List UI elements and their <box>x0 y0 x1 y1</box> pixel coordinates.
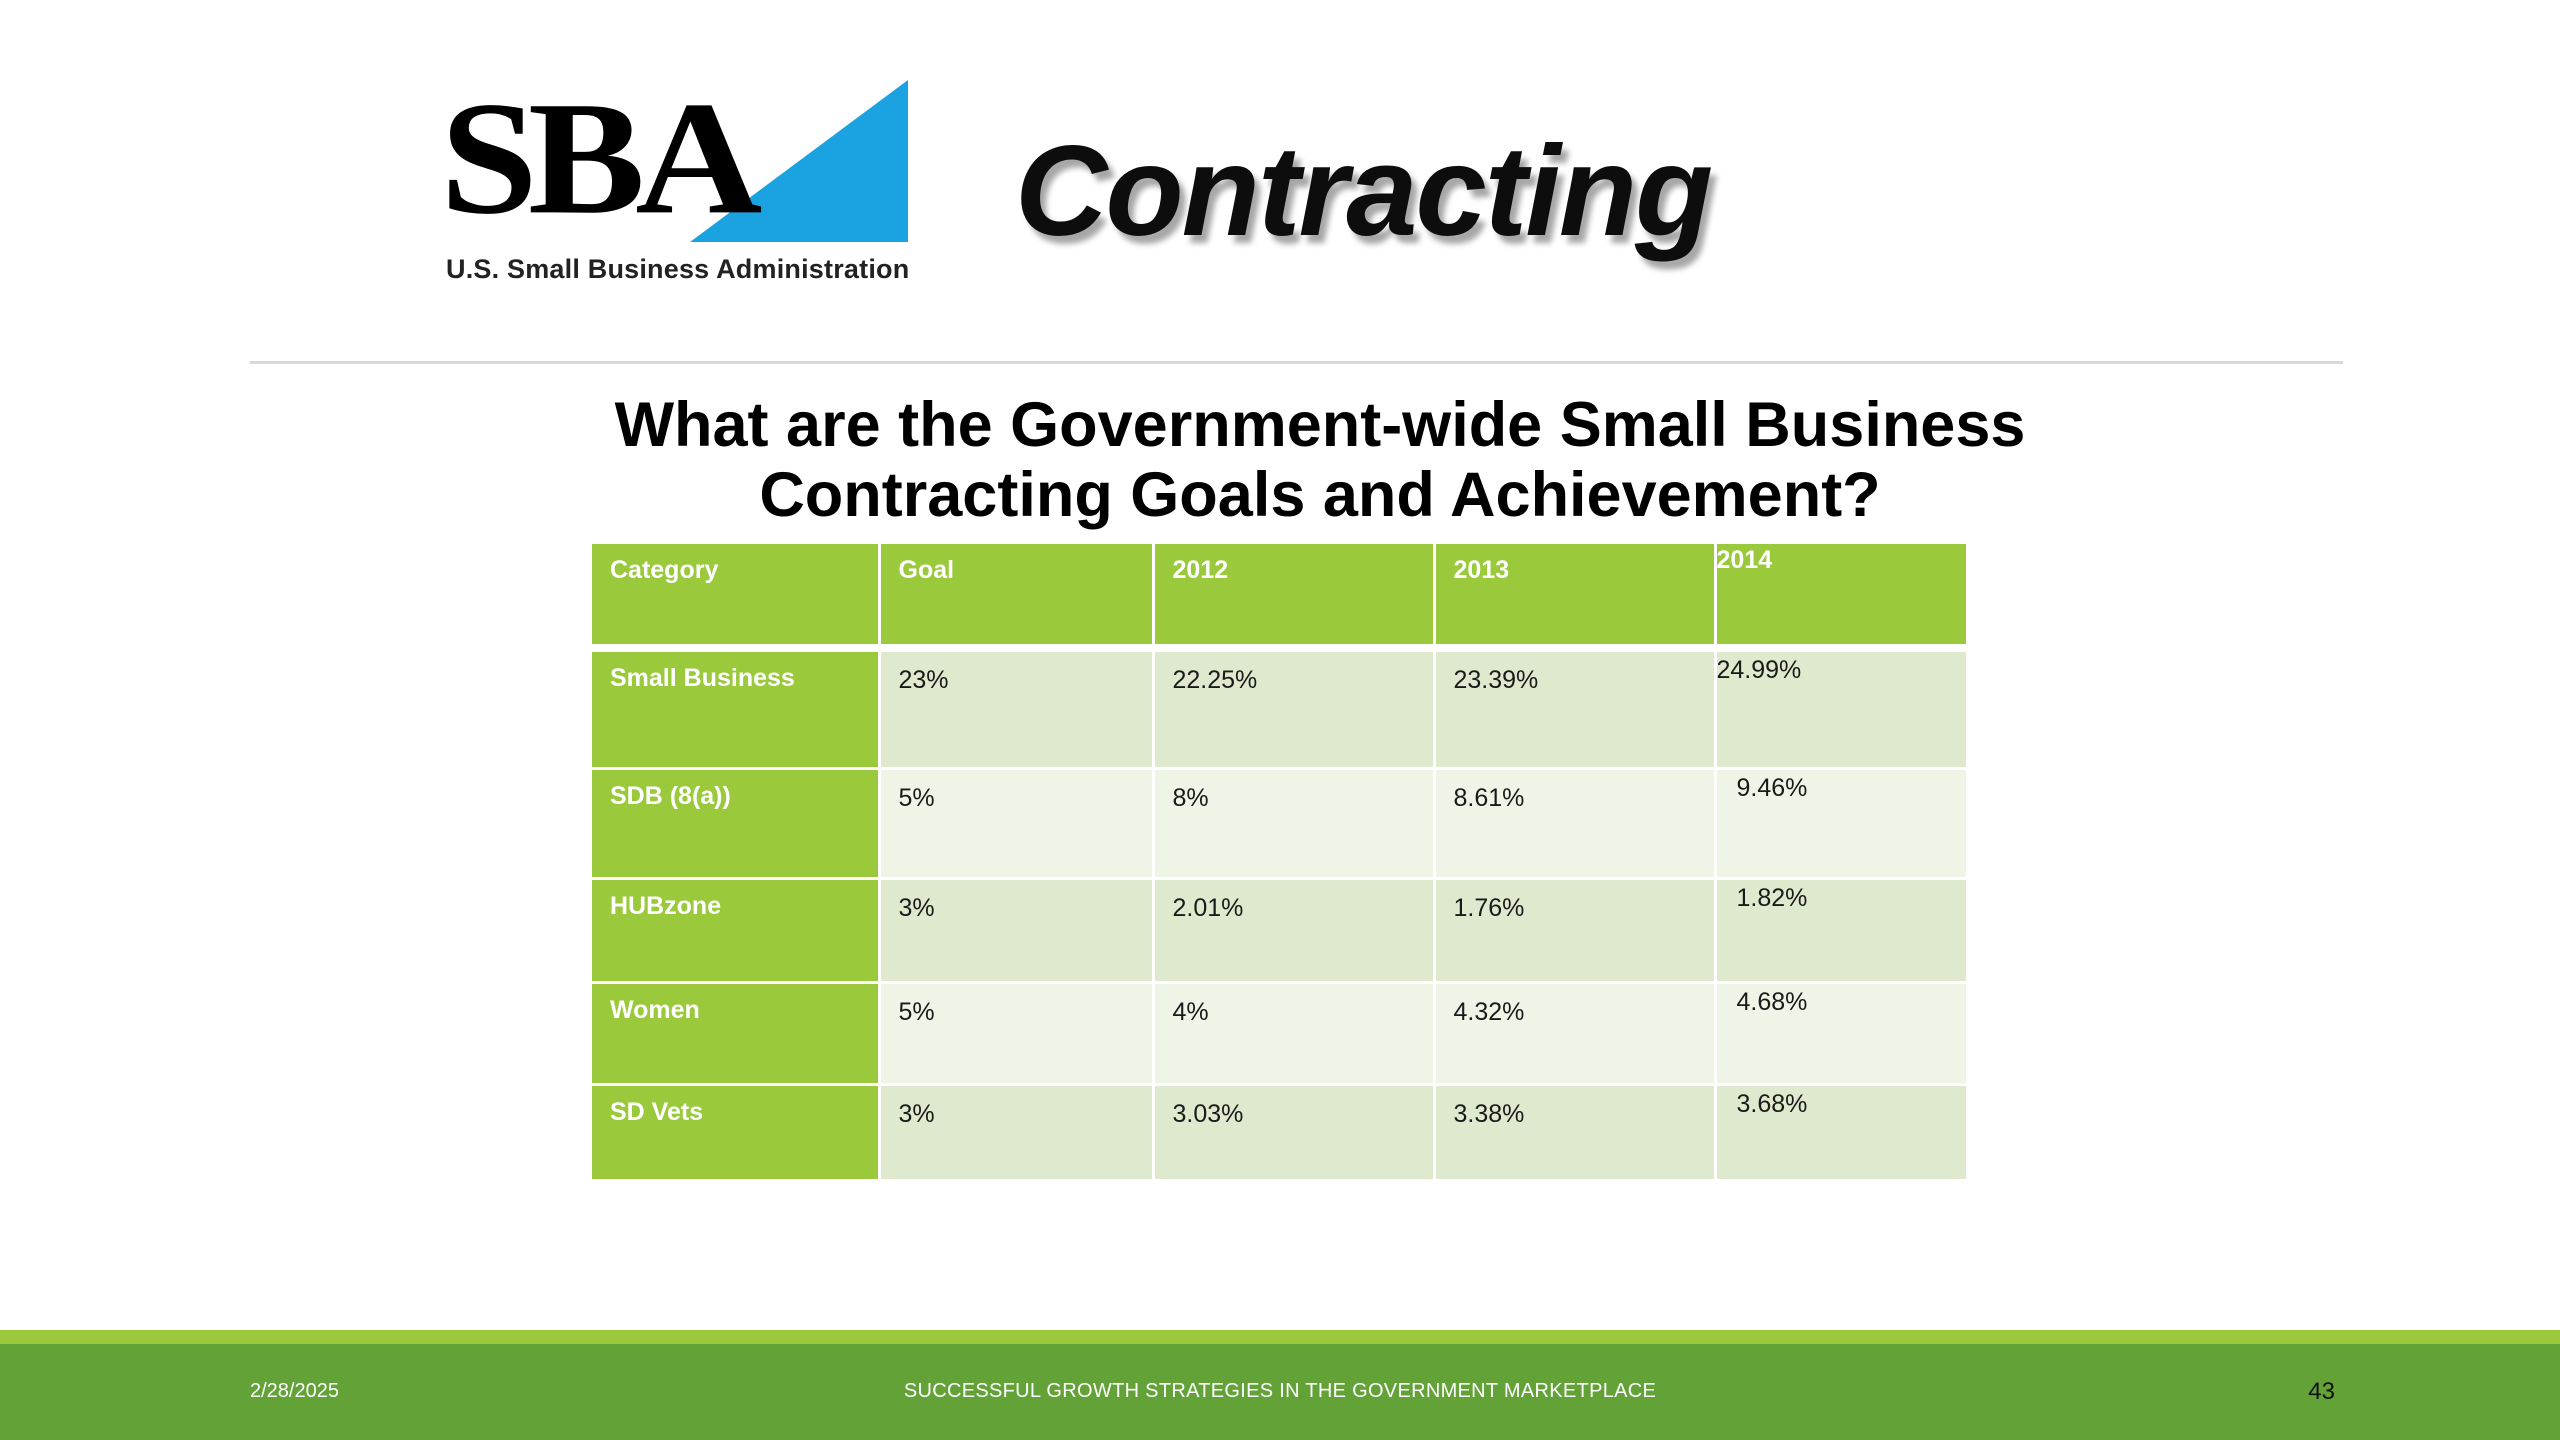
cell-goal: 5% <box>879 982 1155 1086</box>
sba-logo: SBA U.S. Small Business Administration <box>440 70 920 300</box>
header-2013: 2013 <box>1434 544 1717 652</box>
page-number: 43 <box>2308 1378 2335 1405</box>
table-row: Women 5% 4% 4.32% 4.68% <box>592 982 1969 1086</box>
row-category: SDB (8(a)) <box>592 768 881 880</box>
cell-goal: 23% <box>879 648 1155 770</box>
footer-title: SUCCESSFUL GROWTH STRATEGIES IN THE GOVE… <box>903 1380 1657 1402</box>
cell-goal: 5% <box>879 768 1155 880</box>
cell-2013: 23.39% <box>1434 648 1717 770</box>
table-row: SD Vets 3% 3.03% 3.38% 3.68% <box>592 1084 1969 1182</box>
table-row: Small Business 23% 22.25% 23.39% 24.99% <box>592 648 1969 770</box>
cell-2013: 8.61% <box>1434 768 1717 880</box>
question-line-2: Contracting Goals and Achievement? <box>759 460 1881 530</box>
row-category: Small Business <box>592 648 881 770</box>
footer: 2/28/2025 SUCCESSFUL GROWTH STRATEGIES I… <box>0 1344 2560 1440</box>
cell-2012: 8% <box>1153 768 1436 880</box>
goals-table: Category Goal 2012 2013 2014 Small Busin… <box>592 544 1969 1182</box>
question-line-1: What are the Government-wide Small Busin… <box>614 390 2026 460</box>
slide-question: What are the Government-wide Small Busin… <box>420 390 2220 530</box>
header-2014: 2014 <box>1715 544 1969 652</box>
table-row: HUBzone 3% 2.01% 1.76% 1.82% <box>592 878 1969 984</box>
cell-2013: 4.32% <box>1434 982 1717 1086</box>
header-title: Contracting <box>1015 120 1713 263</box>
cell-2014: 1.82% <box>1715 878 1969 984</box>
table-header-row: Category Goal 2012 2013 2014 <box>592 544 1969 652</box>
footer-stripe <box>0 1330 2560 1344</box>
cell-2014: 3.68% <box>1715 1084 1969 1182</box>
header-2012: 2012 <box>1153 544 1436 652</box>
cell-2014: 24.99% <box>1715 648 1969 770</box>
row-category: SD Vets <box>592 1084 881 1182</box>
row-category: Women <box>592 982 881 1086</box>
header-divider <box>250 361 2343 364</box>
table-row: SDB (8(a)) 5% 8% 8.61% 9.46% <box>592 768 1969 880</box>
logo-wordmark: SBA <box>440 68 762 249</box>
cell-2013: 1.76% <box>1434 878 1717 984</box>
cell-goal: 3% <box>879 878 1155 984</box>
header-goal: Goal <box>879 544 1155 652</box>
footer-date: 2/28/2025 <box>250 1380 339 1402</box>
header-category: Category <box>592 544 881 652</box>
cell-2013: 3.38% <box>1434 1084 1717 1182</box>
cell-2012: 4% <box>1153 982 1436 1086</box>
logo-subtitle: U.S. Small Business Administration <box>446 254 910 284</box>
cell-2012: 2.01% <box>1153 878 1436 984</box>
cell-2012: 3.03% <box>1153 1084 1436 1182</box>
sba-logo-icon <box>690 80 908 242</box>
cell-2014: 9.46% <box>1715 768 1969 880</box>
cell-2014: 4.68% <box>1715 982 1969 1086</box>
cell-2012: 22.25% <box>1153 648 1436 770</box>
cell-goal: 3% <box>879 1084 1155 1182</box>
row-category: HUBzone <box>592 878 881 984</box>
